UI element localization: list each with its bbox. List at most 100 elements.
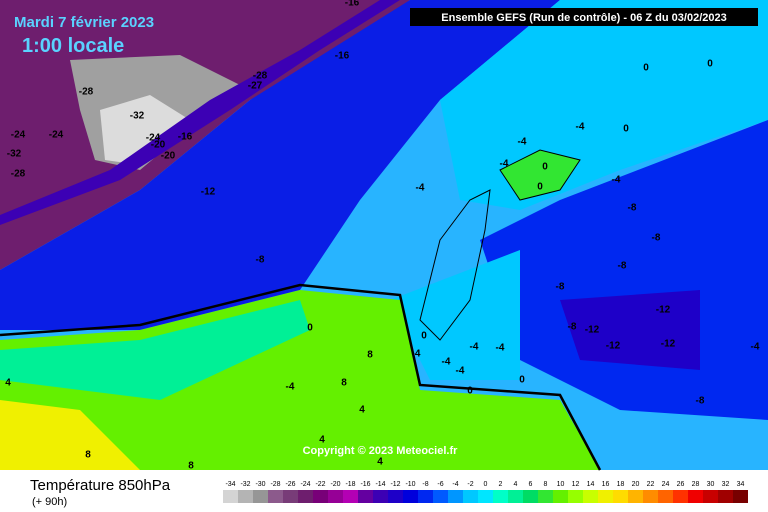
contour-label: -4 [442,357,451,368]
contour-label: -8 [568,322,577,333]
contour-label: -12 [661,339,676,350]
scale-swatch [598,490,613,503]
scale-swatch [298,490,313,503]
scandinavia-patch [499,149,581,201]
scale-swatch [388,490,403,503]
scale-swatch [643,490,658,503]
scale-label: 0 [484,481,488,488]
scale-label: 22 [647,481,655,488]
scale-label: 16 [602,481,610,488]
scale-swatch [688,490,703,503]
scale-swatch [358,490,373,503]
contour-label: -20 [151,140,166,151]
contour-label: -28 [253,71,268,82]
scale-label: -6 [437,481,443,488]
green-band [0,300,310,400]
scale-label: 2 [499,481,503,488]
scale-label: -8 [422,481,428,488]
copyright: Copyright © 2023 Meteociel.fr [303,445,459,457]
contour-label: 8 [85,450,91,461]
scale-label: -32 [240,481,250,488]
scale-label: 30 [707,481,715,488]
contour-label: -8 [256,255,265,266]
contour-label: 0 [643,63,649,74]
contour-label: -16 [335,51,350,62]
scale-label: 14 [587,481,595,488]
scale-swatch [418,490,433,503]
contour-label: -4 [500,159,509,170]
contour-label: 8 [367,350,373,361]
scale-label: -22 [315,481,325,488]
scale-swatch [703,490,718,503]
lead-time: (+ 90h) [32,496,67,508]
scale-swatch [583,490,598,503]
scale-swatch [733,490,748,503]
zero-contour [0,283,602,471]
contour-label: 0 [623,124,629,135]
scale-label: 18 [617,481,625,488]
scale-label: 24 [662,481,670,488]
scale-label: -28 [270,481,280,488]
scale-swatch [478,490,493,503]
scale-label: -20 [330,481,340,488]
scale-label: -30 [255,481,265,488]
contour-label: -8 [696,396,705,407]
contour-label: 0 [467,386,473,397]
contour-label: -8 [628,203,637,214]
contour-label: -4 [612,175,621,186]
north-cyan [440,0,768,210]
contour-label: -16 [178,132,193,143]
coastline [419,189,491,341]
scale-swatch [238,490,253,503]
color-scale: -34 -32 -30 -28 -26 -24 -22 -20 -18 -16 -14 -12 -10-… [223,481,748,503]
scale-swatch [253,490,268,503]
scale-swatch [538,490,553,503]
contour-label: -24 [146,133,161,144]
scale-swatch [223,490,238,503]
scale-swatch [568,490,583,503]
contour-label: -4 [470,342,479,353]
contour-label: 0 [519,375,525,386]
run-info: Ensemble GEFS (Run de contrôle) - 06 Z d… [441,12,726,24]
contour-label: -24 [49,130,64,141]
scale-swatch [673,490,688,503]
scale-label: 34 [737,481,745,488]
scale-label: 8 [544,481,548,488]
contour-label: -4 [751,342,760,353]
contour-label: -12 [606,341,621,352]
scale-label: -12 [390,481,400,488]
legend-title: Température 850hPa [30,477,171,494]
warm-field [0,290,600,470]
contour-labels: -16-16-28-27-28-32-24 -24 -24-20-16-20-32-… [5,0,760,472]
contour-label: 0 [307,323,313,334]
contour-label: -4 [496,343,505,354]
scale-label: -16 [360,481,370,488]
scale-label: 4 [514,481,518,488]
contour-label: -28 [79,87,94,98]
scale-swatch [313,490,328,503]
scale-label: -2 [467,481,473,488]
scale-label: 32 [722,481,730,488]
contour-label: -8 [652,233,661,244]
contour-label: 4 [377,457,383,468]
scale-swatch [343,490,358,503]
contour-label: -4 [412,349,421,360]
scale-swatch [403,490,418,503]
west-europe [390,250,520,380]
scale-label: -26 [285,481,295,488]
yellow-field [0,400,140,470]
scale-label: 12 [572,481,580,488]
contour-label: -4 [286,382,295,393]
scale-swatch [628,490,643,503]
date-title: Mardi 7 février 2023 [14,14,154,31]
time-title: 1:00 locale [22,35,124,57]
contour-label: 8 [188,461,194,472]
scale-label: 26 [677,481,685,488]
scale-swatch [718,490,733,503]
scale-swatch [283,490,298,503]
scale-label: 28 [692,481,700,488]
scale-swatch [613,490,628,503]
contour-label: -12 [201,187,216,198]
scale-label: -14 [375,481,385,488]
contour-label: -8 [556,282,565,293]
